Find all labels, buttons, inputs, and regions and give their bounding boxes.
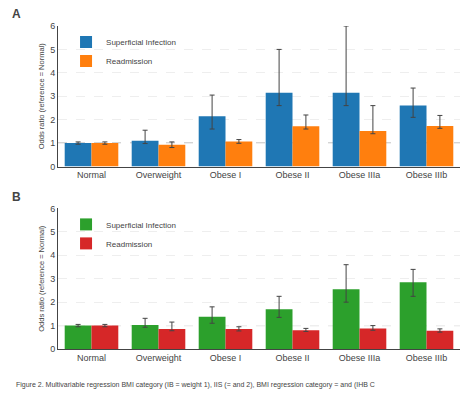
svg-text:Normal: Normal — [77, 353, 106, 363]
svg-text:0: 0 — [50, 344, 55, 354]
svg-text:6: 6 — [50, 204, 55, 214]
svg-text:Obese I: Obese I — [210, 353, 242, 363]
svg-text:Obese II: Obese II — [275, 170, 309, 180]
svg-text:A: A — [12, 7, 21, 21]
svg-text:2: 2 — [50, 115, 55, 125]
svg-text:6: 6 — [50, 21, 55, 31]
svg-text:Superficial Infection: Superficial Infection — [106, 221, 176, 230]
svg-text:Normal: Normal — [77, 170, 106, 180]
svg-text:Readmission: Readmission — [106, 57, 152, 66]
svg-text:Obese IIIb: Obese IIIb — [406, 353, 448, 363]
svg-text:1: 1 — [50, 138, 55, 148]
svg-text:4: 4 — [50, 250, 55, 260]
svg-text:B: B — [12, 190, 21, 204]
svg-text:Odds ratio (reference = Normal: Odds ratio (reference = Normal) — [37, 43, 46, 150]
svg-text:Obese IIIa: Obese IIIa — [339, 353, 381, 363]
svg-text:3: 3 — [50, 274, 55, 284]
svg-text:1: 1 — [50, 321, 55, 331]
svg-text:Figure 2. Multivariable regres: Figure 2. Multivariable regression BMI c… — [16, 381, 375, 389]
svg-text:Obese I: Obese I — [210, 170, 242, 180]
svg-text:5: 5 — [50, 45, 55, 55]
svg-text:Readmission: Readmission — [106, 240, 152, 249]
svg-text:Overweight: Overweight — [136, 170, 182, 180]
svg-text:2: 2 — [50, 297, 55, 307]
svg-text:Obese IIIa: Obese IIIa — [339, 170, 381, 180]
svg-text:3: 3 — [50, 91, 55, 101]
svg-text:Overweight: Overweight — [136, 353, 182, 363]
svg-text:Obese II: Obese II — [275, 353, 309, 363]
svg-text:Obese IIIb: Obese IIIb — [406, 170, 448, 180]
svg-text:Superficial Infection: Superficial Infection — [106, 38, 176, 47]
svg-text:0: 0 — [50, 162, 55, 172]
svg-text:Odds ratio (reference = Normal: Odds ratio (reference = Normal) — [37, 225, 46, 332]
svg-text:5: 5 — [50, 227, 55, 237]
svg-text:4: 4 — [50, 68, 55, 78]
